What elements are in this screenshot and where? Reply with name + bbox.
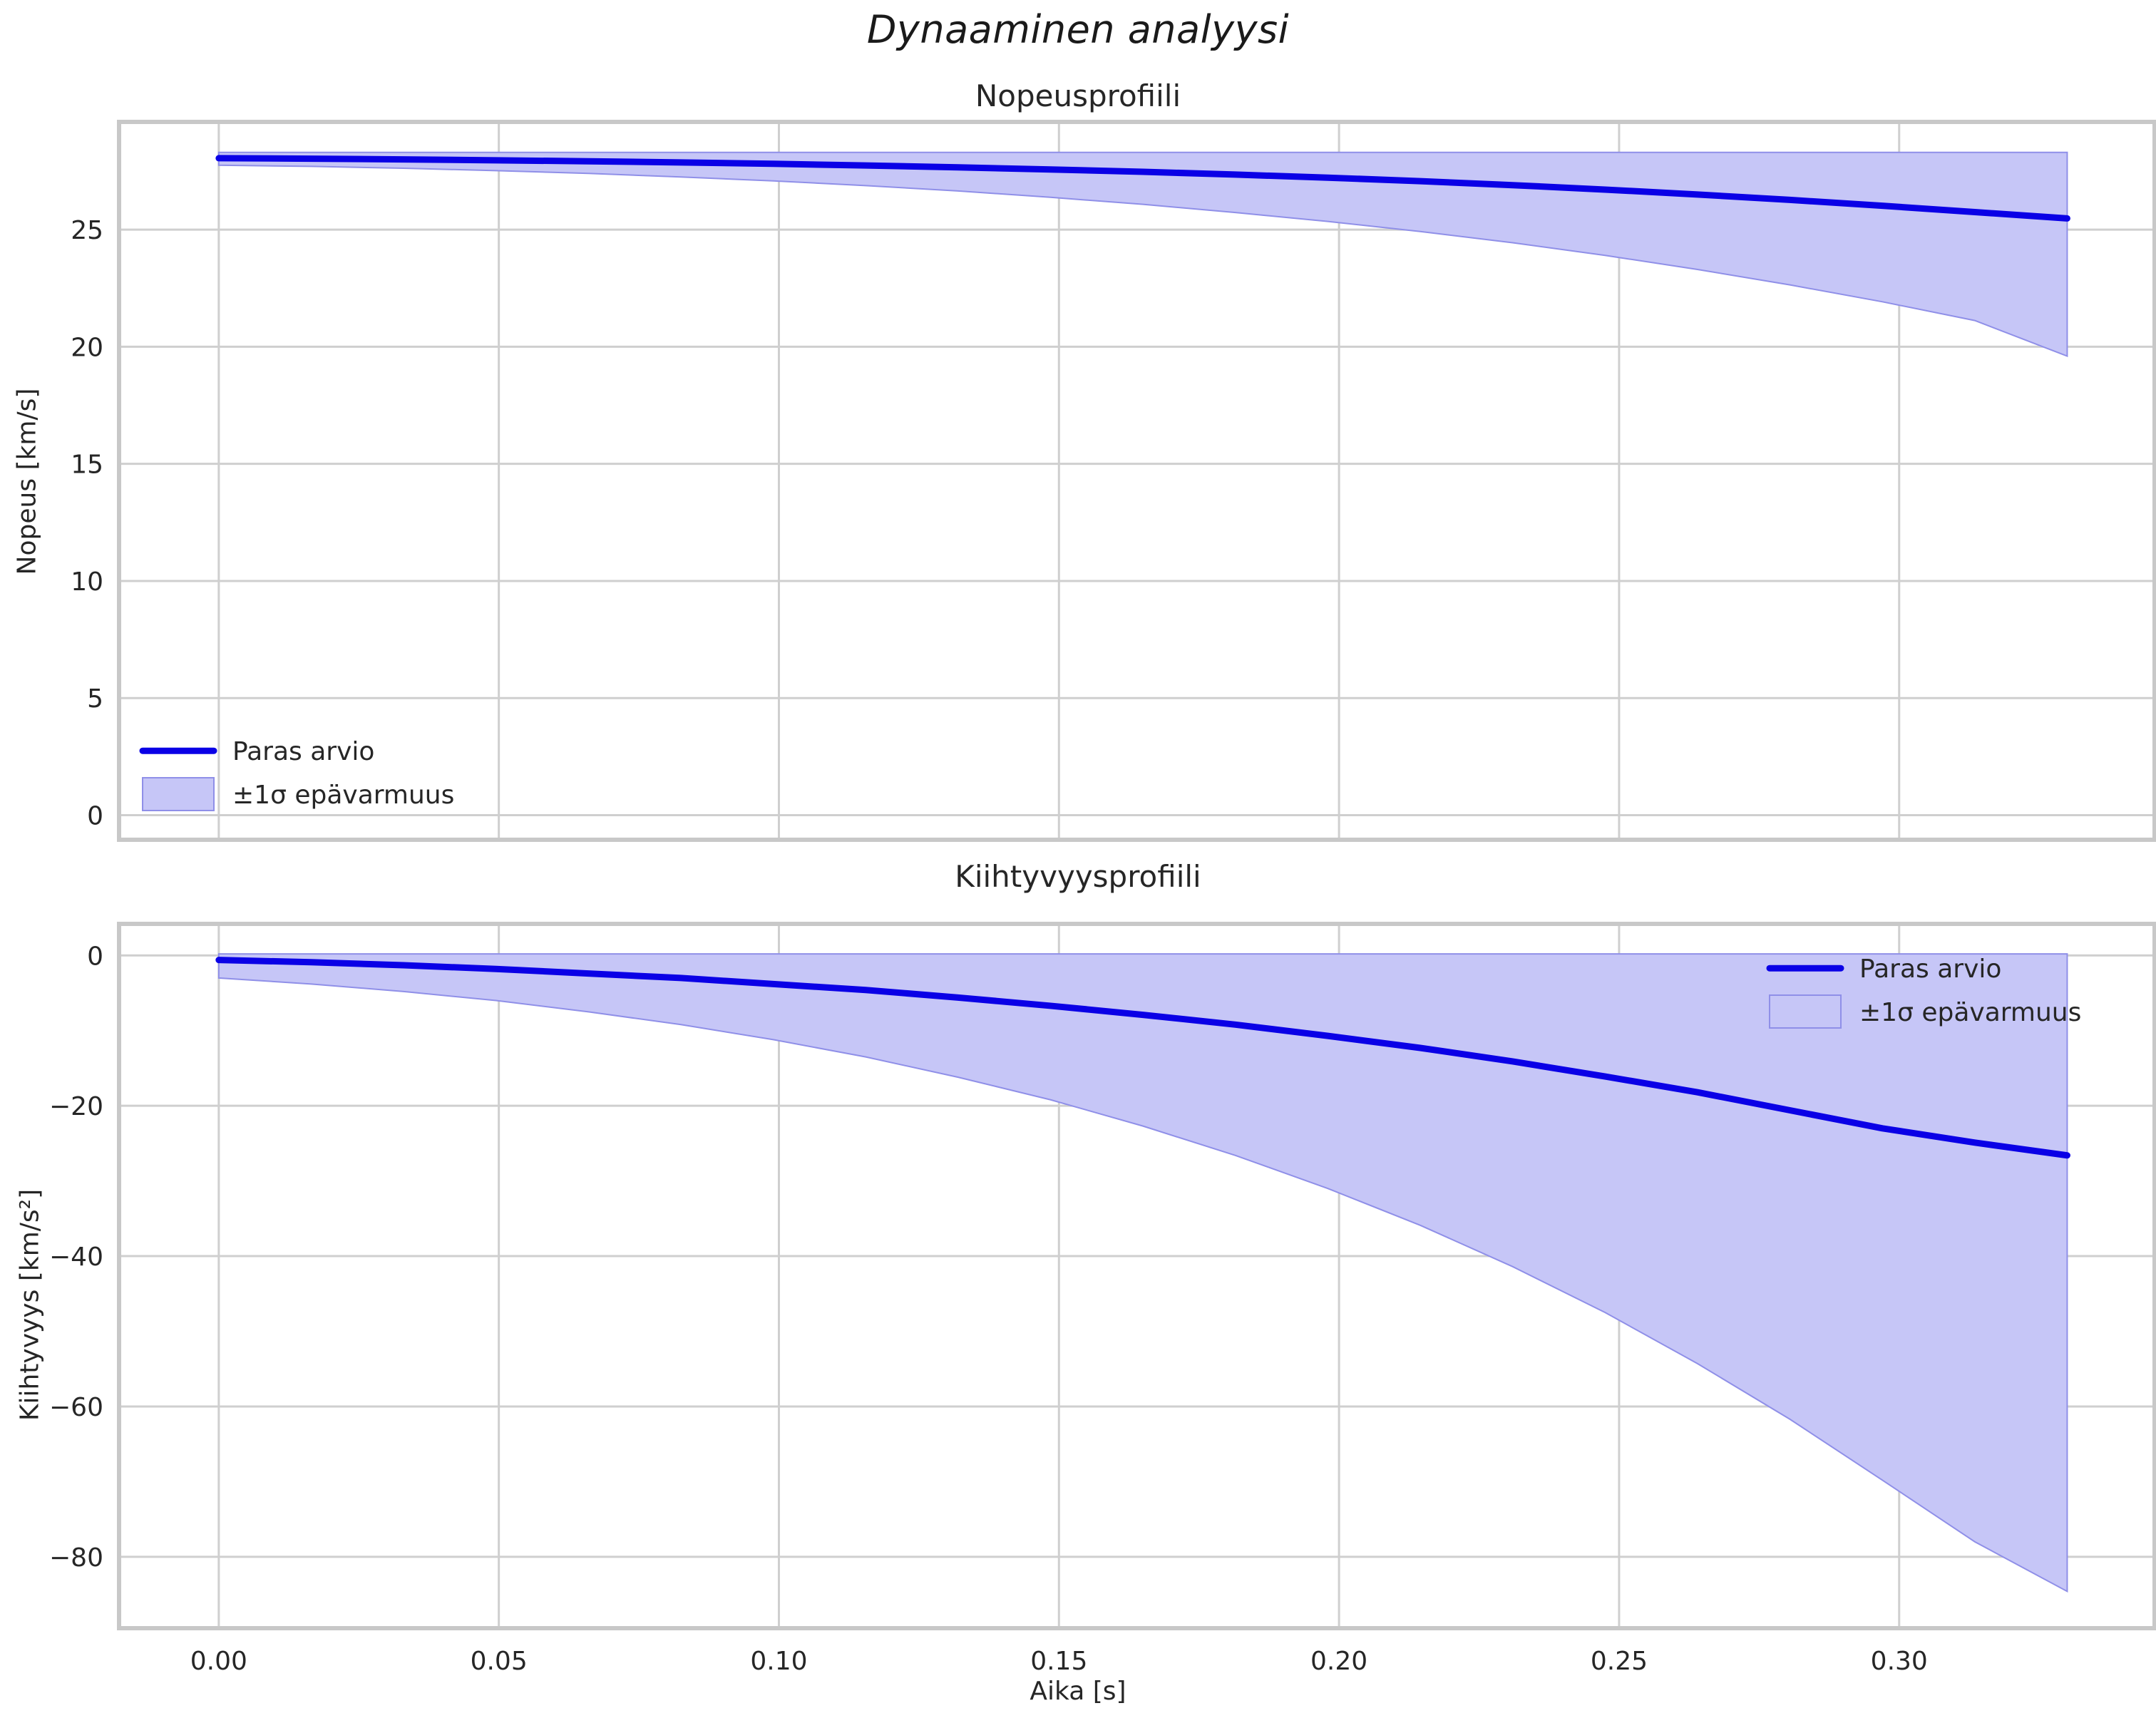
figure-suptitle: Dynaaminen analyysi <box>866 7 1290 52</box>
y-tick-label: 0 <box>87 942 103 971</box>
y-tick-label: 0 <box>87 802 103 831</box>
y-tick-label: 10 <box>71 567 103 597</box>
uncertainty-band <box>217 151 2068 358</box>
axes-frame <box>117 120 2156 842</box>
x-tick-label: 0.00 <box>190 1647 247 1676</box>
y-tick-label: 15 <box>71 451 103 480</box>
x-tick-label: 0.25 <box>1591 1647 1648 1676</box>
subplot-2-title: Kiihtyvyysprofiili <box>955 859 1201 894</box>
legend[interactable]: Paras arvio ±1σ epävarmuus <box>1766 955 2081 1029</box>
legend-band-label: ±1σ epävarmuus <box>1859 998 2081 1027</box>
subplot-2-acceleration-plot: 0 −20 −40 −60 −80 0.00 0.05 0.10 0.15 0.20 0.25 0.3… <box>49 922 2156 1676</box>
best-estimate-line <box>215 155 2070 222</box>
x-tick-label: 0.10 <box>750 1647 807 1676</box>
subplot-1-title: Nopeusprofiili <box>975 78 1181 113</box>
best-estimate-line <box>215 957 2070 1159</box>
axes-frame <box>117 922 2156 1630</box>
legend-band-label: ±1σ epävarmuus <box>232 781 454 810</box>
y-tick-label: 5 <box>87 684 103 714</box>
x-tick-label: 0.20 <box>1310 1647 1367 1676</box>
legend-line-label: Paras arvio <box>1859 955 2001 984</box>
x-tick-label: 0.05 <box>471 1647 528 1676</box>
y-tick-label: 20 <box>71 333 103 362</box>
uncertainty-band <box>217 953 2068 1593</box>
y-tick-label: −80 <box>49 1543 103 1573</box>
legend[interactable]: Paras arvio ±1σ epävarmuus <box>139 737 454 811</box>
x-tick-label: 0.30 <box>1871 1647 1928 1676</box>
y-tick-label: 25 <box>71 216 103 245</box>
y-tick-label: −60 <box>49 1393 103 1422</box>
gridlines <box>119 122 2155 840</box>
legend-line-label: Paras arvio <box>232 737 374 766</box>
legend-band-swatch <box>142 777 215 811</box>
y-tick-label: −20 <box>49 1092 103 1121</box>
y-tick-label: −40 <box>49 1243 103 1272</box>
x-tick-label: 0.15 <box>1030 1647 1087 1676</box>
figure-xlabel: Aika [s] <box>1030 1677 1126 1706</box>
subplot-1-velocity-plot: 0 5 10 15 20 25 Paras arvio ±1σ epävarmuus <box>71 120 2156 842</box>
legend-band-swatch <box>1769 994 1842 1029</box>
